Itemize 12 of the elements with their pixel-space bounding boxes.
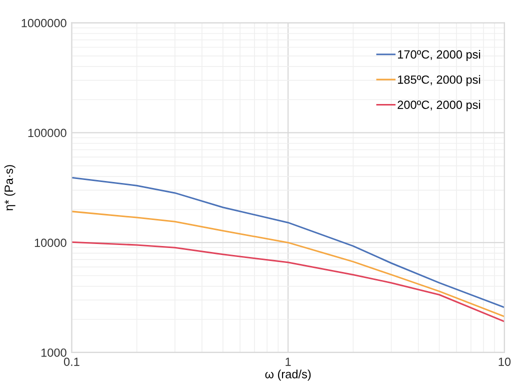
x-tick-label: 1 xyxy=(286,358,291,366)
y-axis-title: η* (Pa·s) xyxy=(4,165,16,210)
legend-label: 200ºC, 2000 psi xyxy=(398,100,480,112)
y-tick-label: 10000 xyxy=(34,238,66,247)
y-tick-label: 100000 xyxy=(28,128,66,138)
y-tick-label: 1000000 xyxy=(22,18,66,28)
x-axis-title: ω (rad/s) xyxy=(265,370,311,381)
legend-label: 185ºC, 2000 psi xyxy=(398,75,480,86)
x-tick-label: 0.1 xyxy=(64,358,80,366)
y-tick-label: 1000 xyxy=(41,348,66,357)
legend-label: 170ºC, 2000 psi xyxy=(398,50,480,61)
x-tick-label: 10 xyxy=(498,358,511,366)
